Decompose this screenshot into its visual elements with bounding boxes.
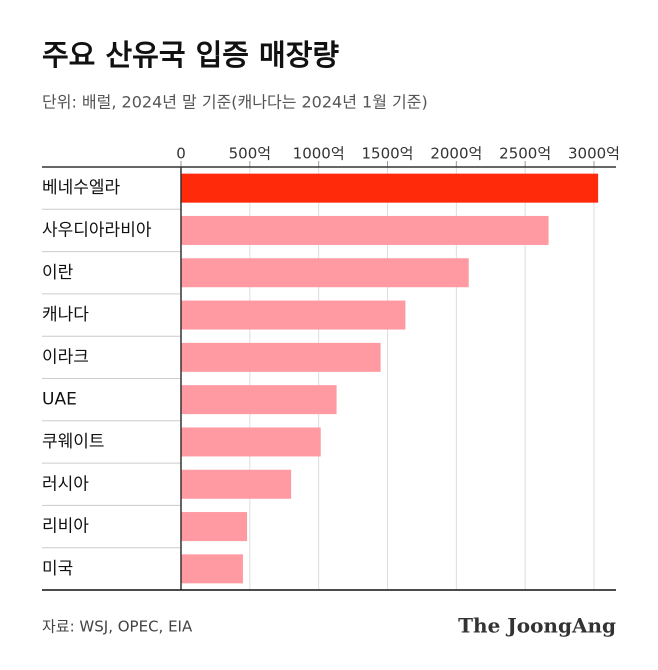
x-tick-label: 1500억 — [362, 145, 414, 163]
y-tick-label: 미국 — [42, 559, 73, 579]
bar — [181, 554, 243, 584]
x-tick-label: 500억 — [229, 145, 271, 163]
y-tick-label: 캐나다 — [42, 305, 89, 325]
y-tick-label: 베네수엘라 — [42, 178, 121, 198]
y-tick-label: 이라크 — [42, 347, 89, 367]
y-tick-label: 이란 — [42, 263, 74, 283]
y-tick-label: 쿠웨이트 — [42, 432, 105, 452]
bar — [181, 300, 406, 330]
bar — [181, 512, 248, 542]
x-tick-label: 1000억 — [293, 145, 345, 163]
x-tick-label: 2500억 — [499, 145, 551, 163]
bar — [181, 427, 321, 457]
publisher-logo: The JoongAng — [458, 614, 616, 638]
bar — [181, 258, 469, 288]
chart-subtitle: 단위: 배럴, 2024년 말 기준(캐나다는 2024년 1월 기준) — [42, 93, 428, 112]
x-tick-label: 2000억 — [430, 145, 482, 163]
chart-title: 주요 산유국 입증 매장량 — [42, 38, 339, 72]
y-tick-label: 사우디아라비아 — [42, 220, 152, 240]
y-tick-label: 러시아 — [42, 474, 89, 494]
bar — [181, 173, 599, 203]
x-tick-label: 3000억 — [568, 145, 620, 163]
y-tick-label: UAE — [42, 390, 77, 410]
bar — [181, 342, 381, 372]
bar — [181, 385, 337, 415]
bar — [181, 215, 549, 245]
y-tick-label: 리비아 — [42, 517, 89, 537]
x-tick-label: 0 — [176, 145, 186, 163]
bar — [181, 469, 292, 499]
source: 자료: WSJ, OPEC, EIA — [42, 618, 193, 636]
